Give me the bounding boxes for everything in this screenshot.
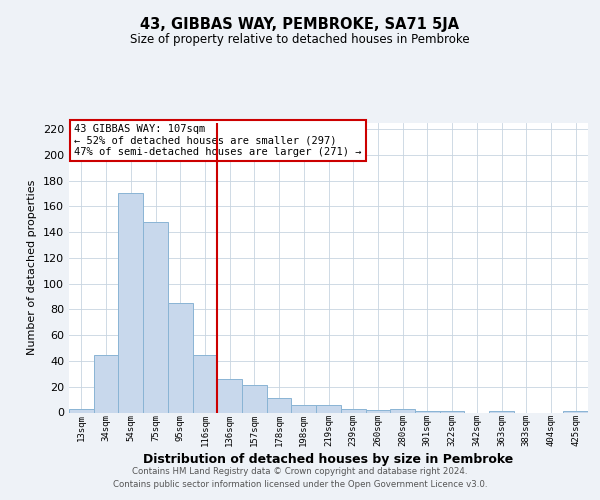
Bar <box>489 411 514 412</box>
Bar <box>168 303 193 412</box>
Bar <box>217 379 242 412</box>
Bar <box>440 411 464 412</box>
Text: Contains public sector information licensed under the Open Government Licence v3: Contains public sector information licen… <box>113 480 487 489</box>
Bar <box>118 194 143 412</box>
Bar <box>193 354 217 412</box>
Bar <box>390 408 415 412</box>
Bar <box>69 408 94 412</box>
Bar <box>365 410 390 412</box>
Bar <box>563 411 588 412</box>
X-axis label: Distribution of detached houses by size in Pembroke: Distribution of detached houses by size … <box>143 453 514 466</box>
Bar <box>415 411 440 412</box>
Bar <box>316 405 341 412</box>
Bar <box>94 354 118 412</box>
Bar <box>341 408 365 412</box>
Text: 43, GIBBAS WAY, PEMBROKE, SA71 5JA: 43, GIBBAS WAY, PEMBROKE, SA71 5JA <box>140 18 460 32</box>
Bar <box>267 398 292 412</box>
Bar <box>143 222 168 412</box>
Text: 43 GIBBAS WAY: 107sqm
← 52% of detached houses are smaller (297)
47% of semi-det: 43 GIBBAS WAY: 107sqm ← 52% of detached … <box>74 124 362 157</box>
Bar <box>242 386 267 412</box>
Y-axis label: Number of detached properties: Number of detached properties <box>28 180 37 355</box>
Text: Contains HM Land Registry data © Crown copyright and database right 2024.: Contains HM Land Registry data © Crown c… <box>132 467 468 476</box>
Text: Size of property relative to detached houses in Pembroke: Size of property relative to detached ho… <box>130 32 470 46</box>
Bar <box>292 405 316 412</box>
